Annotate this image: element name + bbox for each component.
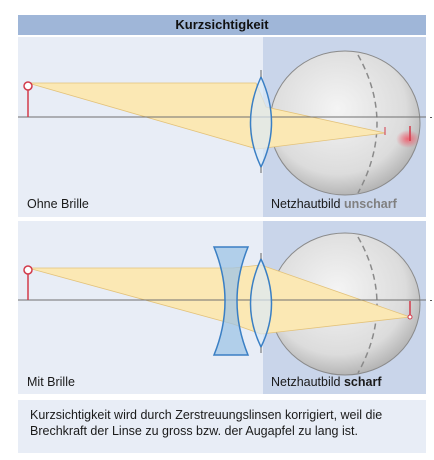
summary-text: Kurzsichtigkeit wird durch Zerstreuungsl… <box>18 400 426 453</box>
panel-with-glasses: Mit Brille Netzhautbild scharf <box>18 221 426 394</box>
retina-label-prefix: Netzhautbild <box>271 375 341 389</box>
retina-image-state-2: Netzhautbild scharf <box>271 375 382 389</box>
blurred-retina-image <box>396 130 420 148</box>
caption-with-glasses: Mit Brille <box>27 375 75 389</box>
object-head <box>23 265 33 275</box>
retina-label-prefix: Netzhautbild <box>271 197 341 211</box>
light-rays <box>27 82 386 150</box>
axis-tick-right-1 <box>430 117 432 118</box>
axis-tick-right-2 <box>430 300 432 301</box>
normal-retina-dashed <box>357 236 378 374</box>
retina-label-state-sharp: scharf <box>343 375 382 389</box>
panel-without-glasses: Ohne Brille Netzhautbild unscharf <box>18 37 426 217</box>
caption-without-glasses: Ohne Brille <box>27 197 89 211</box>
retina-label-state-blurry: unscharf <box>343 197 397 211</box>
retina-image-state-1: Netzhautbild unscharf <box>271 197 397 211</box>
image-point <box>407 314 413 320</box>
figure-title: Kurzsichtigkeit <box>18 15 426 35</box>
normal-retina-dashed <box>357 54 378 194</box>
concave-glasses-lens <box>212 246 250 356</box>
figure-frame: Kurzsichtigkeit <box>18 15 426 35</box>
object-head <box>23 81 33 91</box>
